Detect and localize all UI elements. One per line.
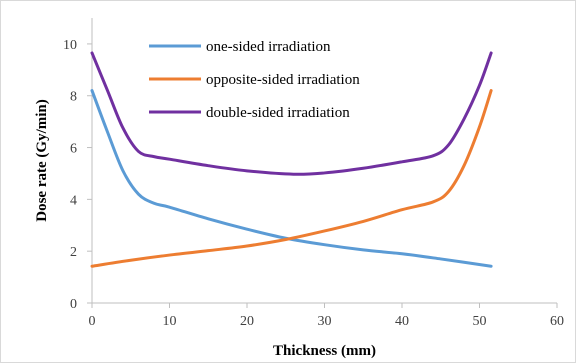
legend-label: one-sided irradiation: [206, 39, 331, 55]
x-tick-label: 30: [318, 314, 332, 329]
x-axis-title: Thickness (mm): [273, 343, 376, 359]
y-tick-label: 4: [70, 193, 77, 208]
y-tick-label: 0: [70, 297, 77, 312]
x-tick-label: 50: [473, 314, 487, 329]
y-tick-label: 2: [70, 245, 77, 260]
x-tick-label: 10: [163, 314, 177, 329]
x-tick-label: 20: [240, 314, 254, 329]
series-line-2: [90, 89, 493, 268]
x-tick-label: 0: [89, 314, 96, 329]
legend-label: opposite-sided irradiation: [206, 72, 360, 88]
y-tick-label: 6: [70, 142, 77, 157]
x-tick-label: 40: [395, 314, 409, 329]
y-axis-title: Dose rate (Gy/min): [34, 99, 50, 221]
series-line-3: [90, 51, 493, 176]
y-tick-label: 8: [70, 90, 77, 105]
series-line-1: [90, 89, 493, 268]
x-tick-label: 60: [550, 314, 564, 329]
y-tick-label: 10: [63, 38, 77, 53]
legend-label: double-sided irradiation: [206, 105, 350, 121]
